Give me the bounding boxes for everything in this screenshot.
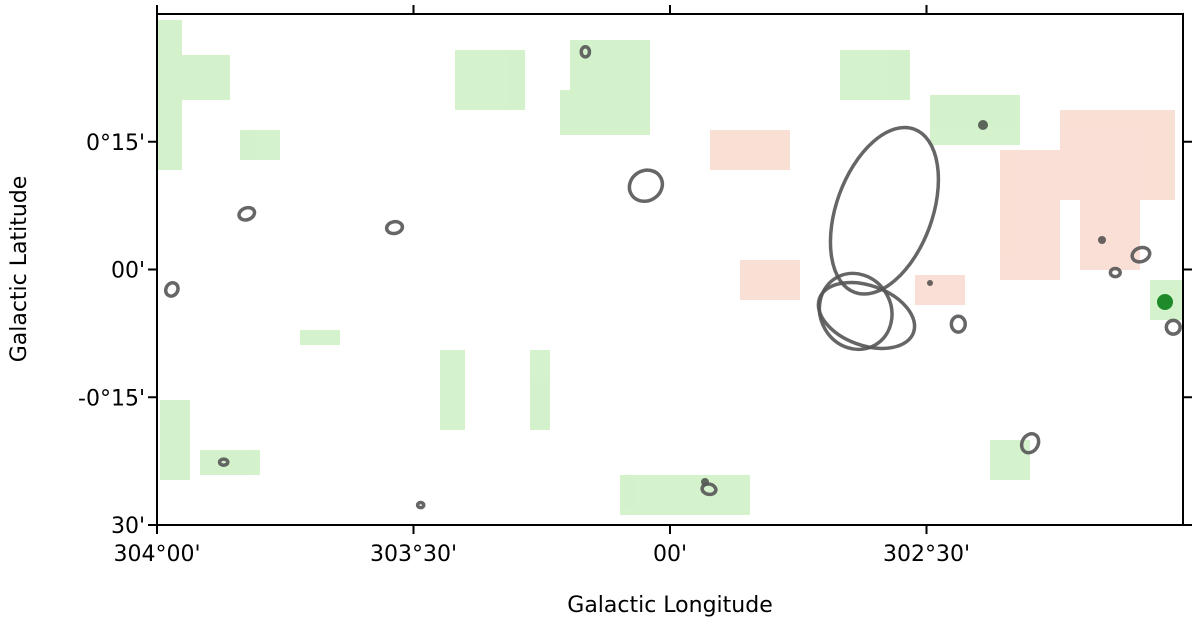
y-tick-label: 0°15' <box>86 131 145 156</box>
source-ellipse <box>627 168 665 204</box>
source-ellipse <box>217 457 230 467</box>
x-axis-label: Galactic Longitude <box>567 593 772 618</box>
source-ellipse <box>384 219 405 236</box>
source-ellipse <box>579 44 592 59</box>
y-tick-label: 00' <box>111 259 145 284</box>
source-ellipse <box>1019 431 1041 455</box>
x-tick-label: 303°30' <box>370 542 457 567</box>
background-emission <box>157 20 1183 515</box>
source-ellipse <box>415 500 426 510</box>
source-ellipse <box>817 271 894 352</box>
source-ellipse <box>1108 266 1122 279</box>
source-ellipse <box>237 205 257 222</box>
x-tick-label: 00' <box>653 542 687 567</box>
source-ellipse <box>949 314 967 334</box>
y-tick-label: 30' <box>111 514 145 539</box>
source-ellipse <box>828 125 941 296</box>
source-ellipse <box>816 280 917 351</box>
x-tick-label: 304°00' <box>113 542 200 567</box>
y-tick-label: -0°15' <box>78 386 145 411</box>
y-axis-label: Galactic Latitude <box>7 176 32 363</box>
source-ellipse <box>1130 245 1152 264</box>
source-ellipse <box>163 281 180 298</box>
source-ellipse <box>1164 318 1182 336</box>
source-ellipse <box>700 482 718 497</box>
x-tick-label: 302°30' <box>883 542 970 567</box>
